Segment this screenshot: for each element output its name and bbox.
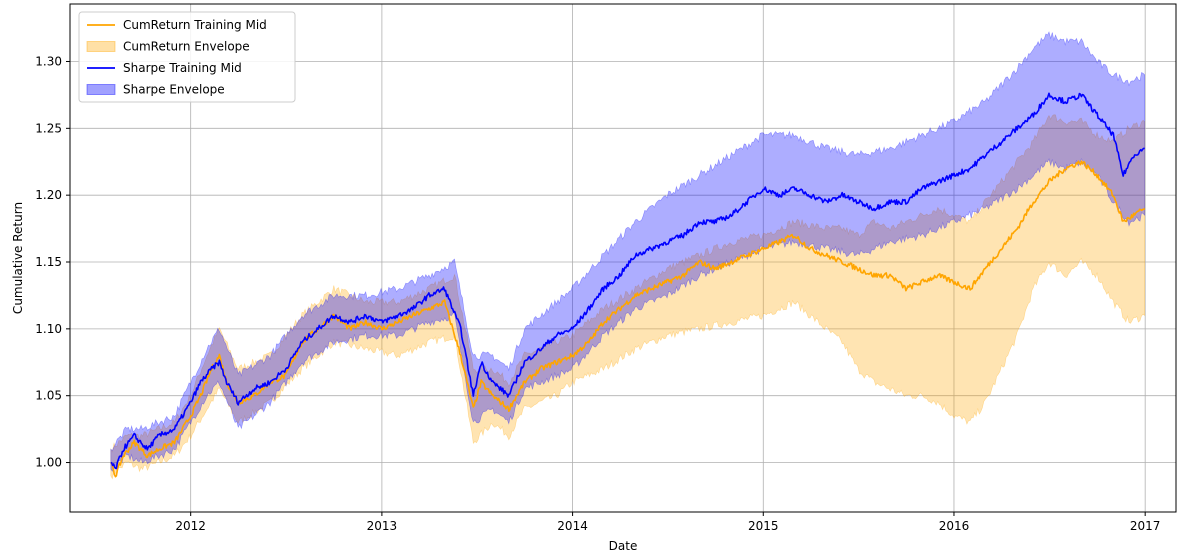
- legend: CumReturn Training Mid CumReturn Envelope…: [78, 11, 296, 103]
- legend-box: [78, 11, 296, 103]
- y-tick-label: 1.15: [35, 255, 62, 269]
- y-tick-label: 1.30: [35, 54, 62, 68]
- legend-entry-label: Sharpe Training Mid: [123, 61, 242, 75]
- x-tick-label: 2012: [175, 519, 206, 533]
- legend-entry-label: CumReturn Training Mid: [123, 18, 267, 32]
- x-axis-label: Date: [609, 539, 638, 553]
- x-tick-label: 2015: [748, 519, 779, 533]
- cumreturn-training-mid-line: [110, 160, 1146, 478]
- legend-entry-label: CumReturn Envelope: [123, 40, 250, 54]
- y-tick-label: 1.20: [35, 188, 62, 202]
- y-tick-label: 1.05: [35, 389, 62, 403]
- legend-entry-label: Sharpe Envelope: [123, 83, 225, 97]
- sharpe-training-mid-line: [110, 92, 1145, 470]
- axis-ticks: 2012 2013 2014 2015 2016 2017 1.00 1.05 1.10 1.15…: [35, 54, 1160, 533]
- x-tick-label: 2017: [1130, 519, 1161, 533]
- y-axis-label: Cumulative Return: [11, 202, 25, 314]
- axes-frame: [69, 3, 1177, 513]
- legend-fill-swatch: [86, 41, 116, 52]
- x-tick-label: 2013: [367, 519, 398, 533]
- y-tick-label: 1.10: [35, 322, 62, 336]
- y-tick-label: 1.25: [35, 121, 62, 135]
- x-tick-label: 2014: [557, 519, 588, 533]
- y-tick-label: 1.00: [35, 456, 62, 470]
- x-tick-label: 2016: [939, 519, 970, 533]
- legend-fill-swatch: [86, 84, 116, 95]
- plot-area: [110, 31, 1146, 480]
